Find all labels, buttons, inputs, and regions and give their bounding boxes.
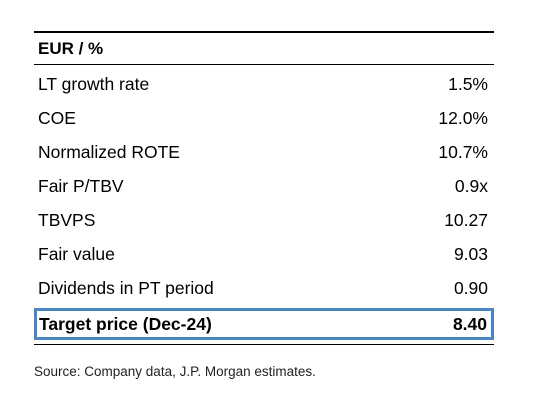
- target-price-row: Target price (Dec-24) 8.40: [34, 308, 494, 340]
- table-body: LT growth rate 1.5% COE 12.0% Normalized…: [34, 65, 494, 305]
- top-rule: [34, 31, 494, 33]
- target-price-label: Target price (Dec-24): [39, 313, 212, 334]
- row-label: Normalized ROTE: [38, 141, 180, 162]
- table-row: Normalized ROTE 10.7%: [34, 135, 494, 169]
- row-label: Fair P/TBV: [38, 175, 124, 196]
- table-row: LT growth rate 1.5%: [34, 67, 494, 101]
- row-label: LT growth rate: [38, 73, 150, 94]
- table-row: Dividends in PT period 0.90: [34, 271, 494, 305]
- row-label: COE: [38, 107, 76, 128]
- row-label: Fair value: [38, 243, 115, 264]
- valuation-table: EUR / % LT growth rate 1.5% COE 12.0% No…: [34, 31, 494, 345]
- header-rule: [34, 64, 494, 65]
- source-note: Source: Company data, J.P. Morgan estima…: [34, 364, 316, 379]
- table-header-label: EUR / %: [38, 38, 104, 58]
- table-header: EUR / %: [34, 33, 494, 64]
- target-price-value: 8.40: [452, 313, 487, 334]
- row-value: 10.7%: [438, 141, 488, 162]
- row-label: TBVPS: [38, 209, 96, 230]
- table-row: Fair value 9.03: [34, 237, 494, 271]
- table-row: COE 12.0%: [34, 101, 494, 135]
- row-label: Dividends in PT period: [38, 277, 214, 298]
- table-row: Fair P/TBV 0.9x: [34, 169, 494, 203]
- row-value: 1.5%: [448, 73, 488, 94]
- row-value: 0.9x: [454, 175, 488, 196]
- row-value: 12.0%: [438, 107, 488, 128]
- row-value: 9.03: [453, 243, 488, 264]
- table-row: TBVPS 10.27: [34, 203, 494, 237]
- row-value: 0.90: [453, 277, 488, 298]
- row-value: 10.27: [444, 209, 488, 230]
- bottom-rule: [34, 344, 494, 345]
